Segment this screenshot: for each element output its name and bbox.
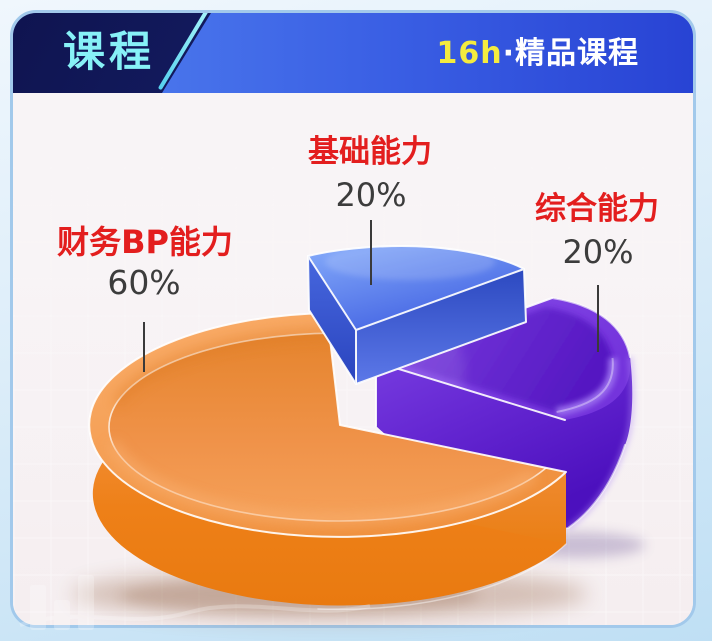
course-badge-label: 课程 <box>63 27 156 76</box>
slice-label-finance-bp: 财务BP能力 <box>57 223 233 261</box>
slice-label-comprehensive: 综合能力 <box>535 191 659 227</box>
header-banner: 课程 16h·精品课程 <box>13 13 693 93</box>
slice-value-comprehensive: 20% <box>562 233 634 271</box>
duration-suffix: ·精品课程 <box>502 36 639 71</box>
content-card: 课程 16h·精品课程 <box>10 10 696 628</box>
background-grid-fade <box>13 93 693 625</box>
slice-value-basic: 20% <box>335 176 407 214</box>
card-body <box>13 93 693 625</box>
course-duration-label: 16h·精品课程 <box>436 37 639 70</box>
duration-hours: 16h <box>436 36 503 71</box>
slice-value-finance-bp: 60% <box>107 263 181 302</box>
slice-label-basic: 基础能力 <box>308 134 432 170</box>
